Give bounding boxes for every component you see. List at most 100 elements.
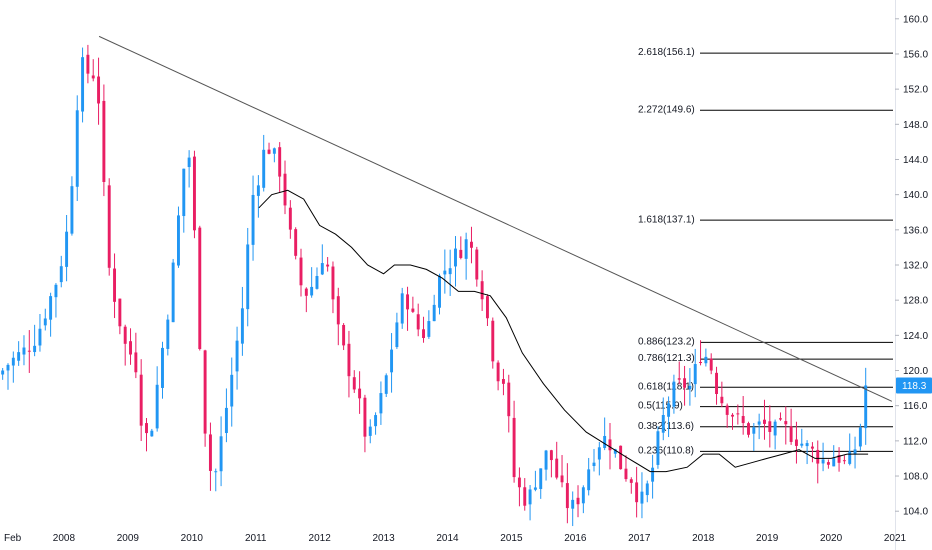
candle-up xyxy=(256,185,260,196)
x-tick-label: 2008 xyxy=(53,533,76,544)
candle-down xyxy=(416,314,420,330)
candle-up xyxy=(848,451,852,464)
candle-up xyxy=(272,148,276,154)
candle-down xyxy=(331,266,335,300)
candle-down xyxy=(715,372,718,394)
candle-up xyxy=(667,403,671,417)
candle-up xyxy=(539,468,543,489)
x-tick-label: 2019 xyxy=(756,533,779,544)
candle-up xyxy=(240,308,244,344)
candle-down xyxy=(363,397,367,437)
candle-down xyxy=(347,343,351,377)
candle-up xyxy=(187,157,191,168)
candle-down xyxy=(129,341,132,355)
x-tick-label: Feb xyxy=(4,533,22,544)
fib-level-label: 0.382(113.6) xyxy=(638,421,694,432)
candle-up xyxy=(65,231,69,267)
candle-down xyxy=(145,423,148,434)
candle-up xyxy=(262,149,266,188)
candle-down xyxy=(283,173,287,206)
candle-up xyxy=(400,293,404,324)
candle-down xyxy=(107,185,111,268)
candle-down xyxy=(123,326,127,344)
candle-up xyxy=(544,450,548,470)
candle-up xyxy=(571,499,575,509)
candle-up xyxy=(59,266,63,283)
candle-down xyxy=(411,308,415,312)
fib-level-label: 0.786(121.3) xyxy=(638,353,695,364)
candle-up xyxy=(587,469,591,491)
candle-down xyxy=(358,388,362,399)
x-tick-label: 2021 xyxy=(884,533,907,544)
candle-down xyxy=(352,377,356,390)
candle-down xyxy=(86,54,90,74)
candle-up xyxy=(640,491,644,504)
x-tick-label: 2012 xyxy=(309,533,332,544)
candle-up xyxy=(22,347,26,355)
candle-up xyxy=(443,270,447,275)
candle-down xyxy=(475,249,479,280)
y-tick-label: 104.0 xyxy=(903,507,928,518)
y-tick-label: 120.0 xyxy=(903,366,928,377)
candle-up xyxy=(864,385,868,429)
candle-down xyxy=(741,416,745,424)
candle-down xyxy=(560,475,564,483)
x-tick-label: 2013 xyxy=(372,533,395,544)
fib-level-label: 2.618(156.1) xyxy=(638,47,695,58)
candle-down xyxy=(699,362,703,364)
last-price-tag xyxy=(896,377,932,394)
candle-up xyxy=(17,352,21,361)
candle-down xyxy=(118,298,122,327)
candle-up xyxy=(672,381,676,407)
y-tick-label: 108.0 xyxy=(903,472,928,483)
candle-up xyxy=(177,215,180,266)
candle-down xyxy=(635,482,639,503)
candle-down xyxy=(491,320,495,362)
trendline[interactable] xyxy=(98,35,893,402)
candle-down xyxy=(709,358,713,371)
y-tick-label: 140.0 xyxy=(903,190,928,201)
candle-down xyxy=(267,149,271,154)
candle-down xyxy=(794,439,798,446)
last-price-label: 118.3 xyxy=(902,381,927,392)
candle-up xyxy=(821,459,825,464)
candle-up xyxy=(182,168,186,217)
candle-up xyxy=(70,186,74,234)
x-tick-label: 2010 xyxy=(181,533,204,544)
moving-average xyxy=(258,189,869,473)
candle-up xyxy=(773,421,777,436)
y-axis: 104.0 108.0 112.0 116.0 120.0 124.0 128.0 132.0… xyxy=(895,14,928,518)
candle-down xyxy=(837,455,841,463)
candle-down xyxy=(507,382,511,417)
candle-down xyxy=(278,147,282,177)
candle-down xyxy=(336,296,340,325)
candle-down xyxy=(555,458,559,478)
candle-up xyxy=(224,407,228,434)
candle-down xyxy=(720,396,724,404)
candle-down xyxy=(198,227,202,350)
candle-down xyxy=(459,249,463,258)
candle-down xyxy=(677,378,681,380)
trendline-layer xyxy=(98,35,893,402)
candle-down xyxy=(203,350,207,434)
candle-up xyxy=(374,415,378,427)
candle-up xyxy=(246,244,250,310)
y-tick-label: 156.0 xyxy=(903,49,928,60)
candle-up xyxy=(384,375,388,394)
x-tick-label: 2017 xyxy=(628,533,651,544)
candle-up xyxy=(800,443,804,446)
candle-down xyxy=(608,439,612,451)
x-tick-label: 2015 xyxy=(500,533,523,544)
price-tag-layer: 118.3 xyxy=(896,377,932,394)
candle-down xyxy=(480,281,484,300)
candle-up xyxy=(150,430,154,437)
candle-up xyxy=(661,414,665,433)
candle-down xyxy=(304,288,308,296)
candle-up xyxy=(390,349,394,373)
candle-down xyxy=(549,450,553,461)
candle-up xyxy=(613,449,617,454)
candle-up xyxy=(757,421,761,425)
candle-up xyxy=(230,374,234,407)
candle-up xyxy=(533,487,537,490)
